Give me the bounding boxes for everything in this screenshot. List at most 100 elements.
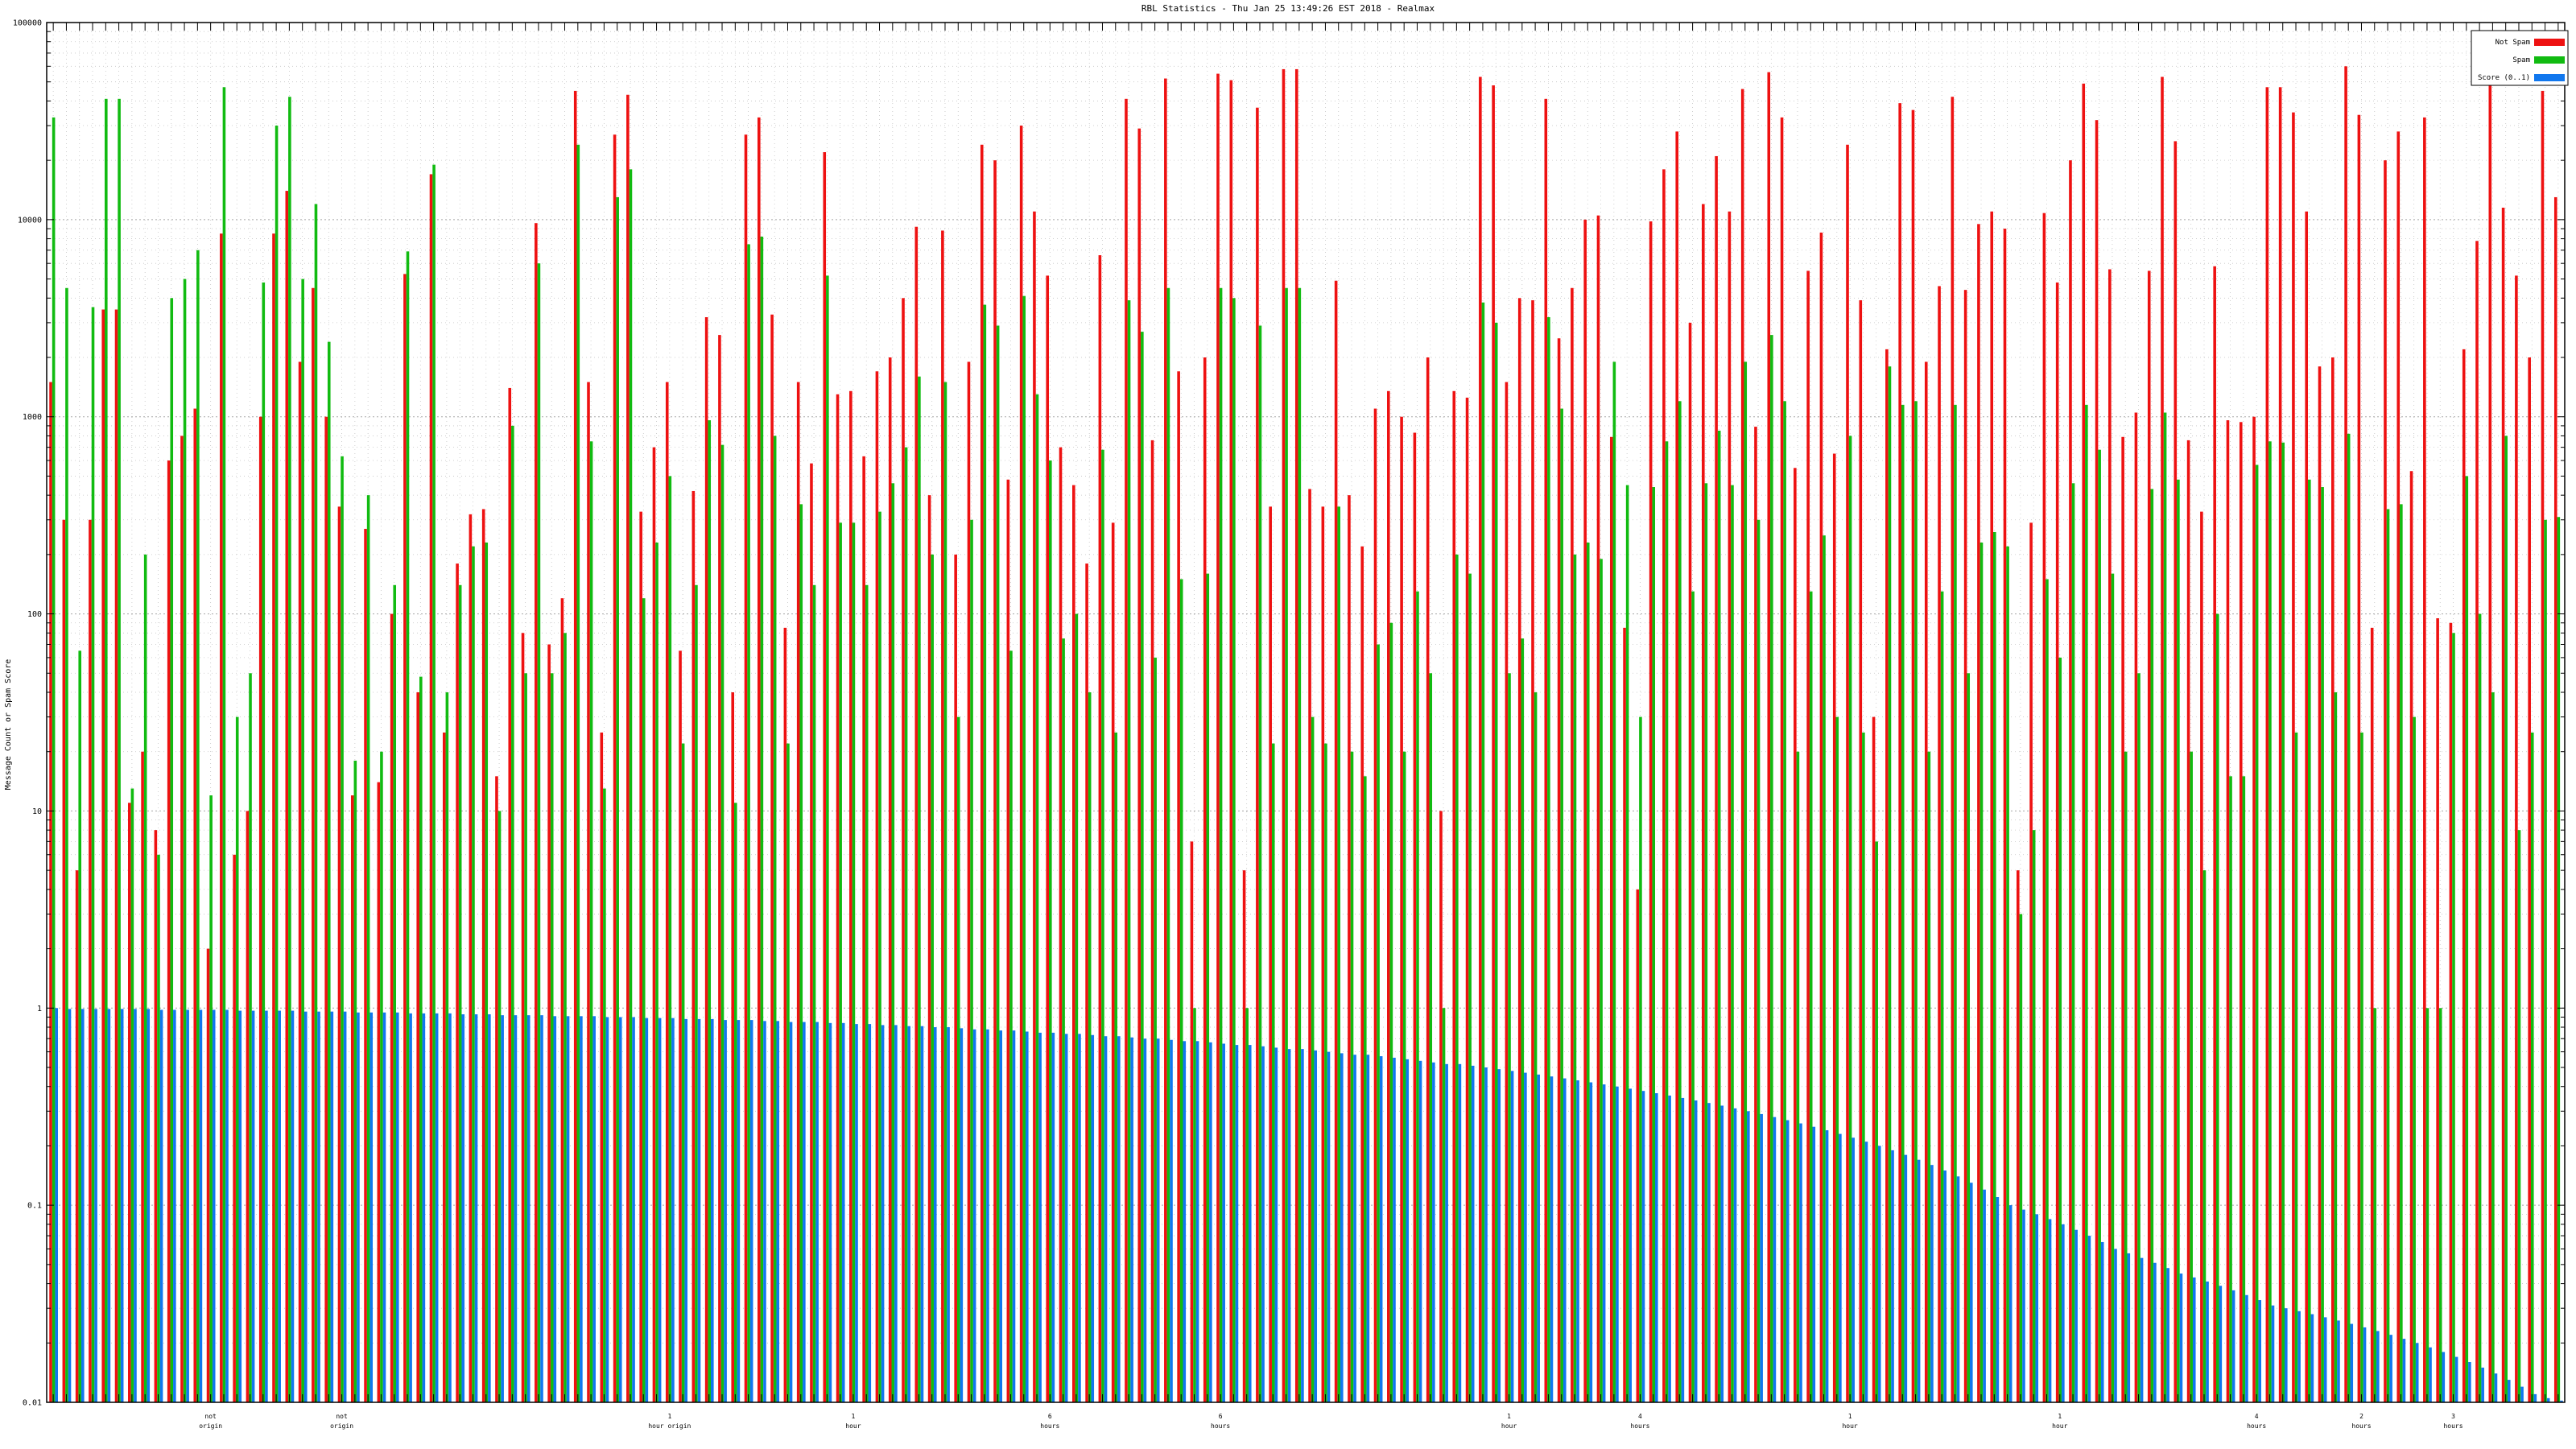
spam-bar [1389, 622, 1393, 1402]
score-bar [789, 1022, 793, 1402]
score-bar [1616, 1086, 1619, 1402]
score-bar [1956, 1176, 1960, 1402]
spam-bar [1114, 732, 1118, 1402]
category-label-line2: hours [2443, 1422, 2462, 1430]
spam-bar [550, 673, 554, 1402]
spam-bar [1035, 394, 1039, 1402]
score-bar [960, 1028, 964, 1402]
not-spam-bar [1702, 204, 1705, 1403]
not-spam-bar [2515, 275, 2518, 1402]
not-spam-bar [2147, 270, 2151, 1403]
spam-bar [760, 236, 764, 1402]
score-bar [212, 1009, 216, 1402]
spam-bar [2281, 442, 2285, 1402]
spam-bar [65, 287, 68, 1403]
score-bar [461, 1014, 465, 1402]
score-bar [1655, 1093, 1658, 1402]
not-spam-bar [1636, 889, 1640, 1402]
spam-bar [497, 811, 502, 1402]
spam-bar [2137, 673, 2140, 1402]
spam-bar [1731, 485, 1734, 1402]
not-spam-bar [180, 436, 184, 1403]
spam-bar [1600, 559, 1603, 1402]
legend-swatch-spam [2534, 56, 2565, 64]
spam-bar [878, 511, 881, 1402]
score-bar [1104, 1036, 1108, 1402]
score-bar [2507, 1380, 2511, 1402]
y-tick-label: 100000 [13, 19, 42, 28]
spam-bar [2465, 476, 2469, 1403]
score-bar [2062, 1224, 2065, 1402]
score-bar [1406, 1059, 1410, 1402]
score-bar [1524, 1072, 1527, 1402]
not-spam-bar [704, 317, 708, 1403]
score-bar [1707, 1103, 1711, 1402]
not-spam-bar [2239, 422, 2243, 1402]
not-spam-bar [1951, 97, 1955, 1402]
score-bar [1785, 1120, 1790, 1402]
spam-bar [1232, 298, 1236, 1402]
spam-bar [2530, 732, 2534, 1402]
spam-bar [1154, 657, 1157, 1402]
spam-bar [1993, 531, 1996, 1403]
not-spam-bar [718, 335, 721, 1402]
spam-bar [2124, 751, 2128, 1402]
spam-bar [1311, 716, 1315, 1402]
score-bar [1170, 1039, 1173, 1402]
score-bar [1943, 1170, 1947, 1402]
not-spam-bar [258, 416, 262, 1402]
not-spam-bar [1400, 416, 1403, 1402]
score-bar [2323, 1317, 2327, 1402]
not-spam-bar [980, 144, 984, 1402]
score-bar [2468, 1362, 2471, 1402]
not-spam-bar [2108, 269, 2112, 1402]
score-bar [1510, 1071, 1514, 1402]
spam-bar [353, 760, 357, 1402]
spam-bar [943, 382, 947, 1403]
spam-bar [1691, 591, 1695, 1402]
not-spam-bar [1282, 68, 1286, 1402]
not-spam-bar [758, 117, 761, 1403]
spam-bar [2413, 716, 2416, 1402]
score-bar [1183, 1041, 1187, 1402]
not-spam-bar [2344, 66, 2347, 1402]
spam-bar [904, 447, 908, 1403]
not-spam-bar [1767, 72, 1771, 1402]
score-bar [2350, 1323, 2354, 1402]
score-bar [2376, 1331, 2380, 1402]
spam-bar [275, 126, 279, 1402]
not-spam-bar [587, 382, 590, 1403]
not-spam-bar [1846, 144, 1849, 1402]
score-bar [1471, 1065, 1475, 1402]
category-label: 4 [1638, 1413, 1642, 1420]
spam-bar [2452, 633, 2455, 1402]
spam-bar [747, 244, 750, 1403]
category-label: not [204, 1413, 217, 1420]
score-bar [2100, 1241, 2104, 1402]
category-label: 1 [1507, 1413, 1511, 1420]
not-spam-bar [954, 554, 957, 1402]
not-spam-bar [1819, 232, 1823, 1403]
spam-bar [1258, 325, 1262, 1403]
not-spam-bar [1348, 495, 1351, 1402]
spam-bar [2111, 573, 2115, 1402]
score-bar [1012, 1030, 1016, 1402]
spam-bar [2491, 692, 2495, 1402]
score-bar [173, 1009, 176, 1402]
spam-bar [1796, 751, 1800, 1402]
spam-bar [1704, 483, 1708, 1402]
not-spam-bar [2017, 870, 2020, 1402]
category-label: 1 [1848, 1413, 1852, 1420]
score-bar [2560, 1400, 2563, 1402]
score-bar [737, 1020, 741, 1402]
score-bar [1038, 1032, 1042, 1402]
y-tick-label: 1 [37, 1005, 42, 1013]
score-bar [1550, 1076, 1554, 1402]
not-spam-bar [1216, 73, 1220, 1402]
not-spam-bar [1334, 280, 1338, 1402]
score-bar [553, 1016, 557, 1402]
score-bar [2166, 1268, 2169, 1402]
not-spam-bar [1938, 286, 1941, 1402]
score-bar [1143, 1038, 1147, 1402]
score-bar [2245, 1294, 2248, 1402]
